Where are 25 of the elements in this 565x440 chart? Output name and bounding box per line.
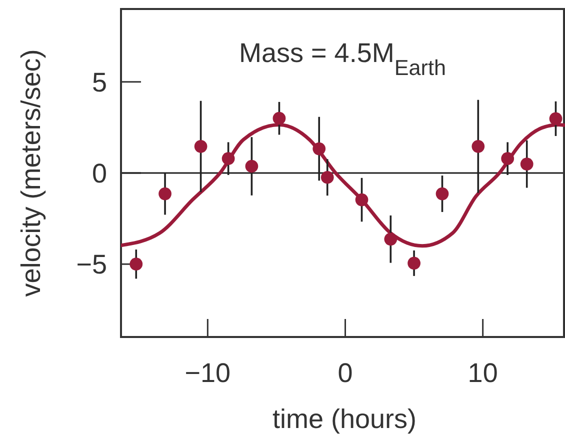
point — [312, 142, 326, 156]
x-tick-label: −10 — [184, 358, 231, 388]
point — [158, 187, 172, 200]
y-tick-label: −5 — [76, 250, 107, 280]
y-tick-label: 5 — [92, 67, 107, 98]
point — [194, 140, 208, 153]
point — [472, 140, 485, 153]
point — [355, 193, 368, 206]
point — [408, 256, 420, 270]
point — [272, 112, 286, 125]
point — [549, 112, 562, 126]
point — [245, 160, 258, 173]
annotation: Mass = 4.5M$_{Earth}$ — [239, 38, 446, 80]
x-axis-title: time (hours) — [272, 404, 417, 434]
point — [501, 152, 514, 166]
point — [436, 187, 449, 200]
point — [130, 258, 143, 271]
y-axis-title: velocity (meters/sec) — [16, 49, 46, 297]
point — [384, 232, 398, 246]
x-tick-label: 0 — [338, 358, 353, 388]
y-tick-label: 0 — [92, 158, 107, 188]
point — [222, 152, 235, 166]
point — [520, 158, 534, 170]
point — [320, 170, 334, 184]
x-tick-label: 10 — [468, 358, 498, 388]
